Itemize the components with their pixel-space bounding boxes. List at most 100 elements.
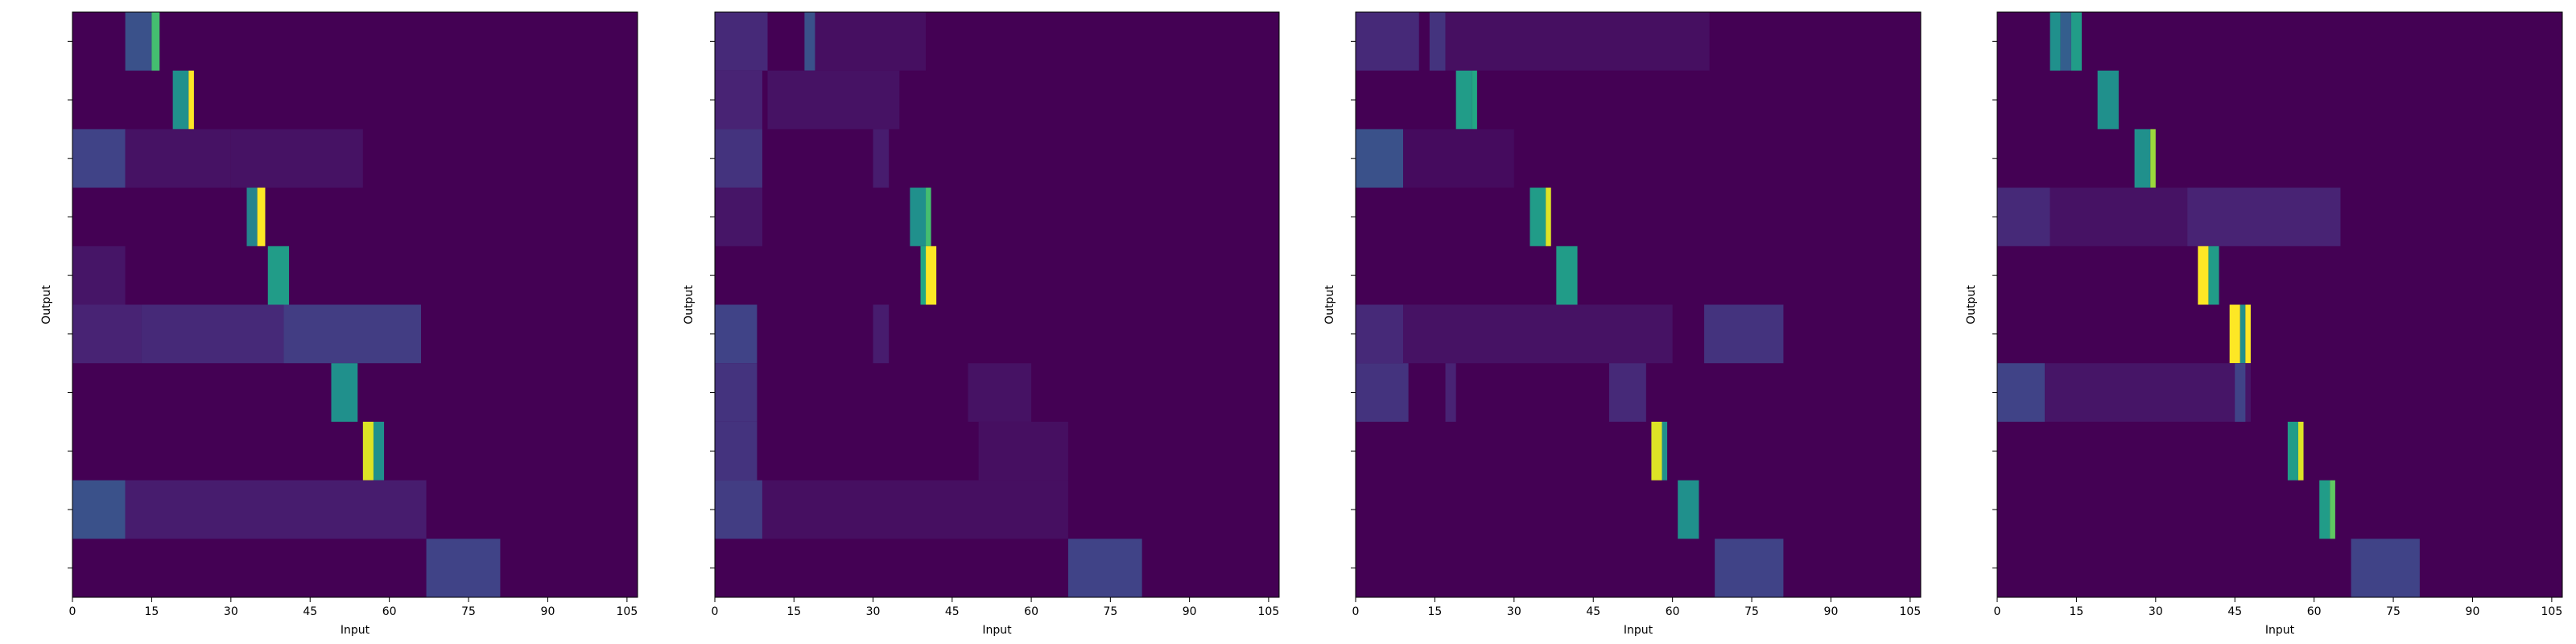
heatmap-cell-r2-s1 [873, 129, 890, 188]
heatmap-cell-r7-s0 [715, 421, 758, 481]
heatmap-cell-r0-s2 [2070, 12, 2082, 71]
heatmap-cell-r0-s0 [2050, 12, 2061, 71]
x-tick-label-15: 15 [1427, 605, 1442, 618]
heatmap-cell-r0-s1 [804, 12, 815, 71]
heatmap-cell-r3-s1 [926, 188, 931, 246]
heatmap-cell-r5-s0 [1356, 304, 1404, 364]
y-axis-label: Output [1965, 285, 1978, 324]
x-tick-label-45: 45 [2227, 605, 2242, 618]
heatmap-cell-r5-s1 [1403, 304, 1673, 364]
x-tick-label-45: 45 [1586, 605, 1600, 618]
heatmap-cell-r7-s1 [373, 421, 385, 481]
heatmap-cell-r6-s2 [1608, 363, 1646, 422]
x-tick-label-75: 75 [1744, 605, 1759, 618]
heatmap-cell-r6-s1 [1445, 363, 1456, 422]
heatmap-cell-r2-s0 [1356, 129, 1404, 188]
heatmap-cell-r5-s2 [1704, 304, 1784, 364]
x-tick-label-60: 60 [2307, 605, 2322, 618]
heatmap-cell-r0-s0 [715, 12, 768, 71]
x-tick-label-30: 30 [224, 605, 238, 618]
heatmap-cell-r7-s0 [2287, 421, 2298, 481]
axes-frame [72, 11, 638, 598]
heatmap-cell-r2-s0 [72, 129, 126, 188]
x-tick-label-90: 90 [2466, 605, 2480, 618]
heatmap-cell-r0-s1 [2060, 12, 2071, 71]
x-tick-label-75: 75 [461, 605, 476, 618]
heatmap-cell-r6-s0 [1997, 363, 2046, 422]
heatmap-cell-r2-s1 [1403, 129, 1514, 188]
heatmap-cell-r0-s0 [125, 12, 152, 71]
heatmap-cell-r1-s1 [188, 70, 194, 130]
heatmap-cell-r5-s1 [141, 304, 284, 364]
heatmap-cell-r8-s0 [2319, 480, 2330, 539]
x-tick-label-105: 105 [2541, 605, 2563, 618]
heatmap-cell-r3-s2 [2187, 188, 2341, 246]
axes-frame [1996, 11, 2563, 598]
heatmap-panel-4: 0 15 30 45 60 75 90 105 Input Output [1965, 11, 2563, 637]
heatmap-cell-r6-s0 [331, 363, 358, 422]
heatmap-cell-r8-s0 [715, 480, 762, 539]
heatmap-cell-r8-s0 [1678, 480, 1699, 539]
heatmap-cell-r6-s1 [968, 363, 1032, 422]
x-tick-label-105: 105 [1900, 605, 1922, 618]
x-axis-label: Input [2265, 624, 2295, 637]
x-tick-label-30: 30 [866, 605, 881, 618]
x-tick-label-30: 30 [1507, 605, 1521, 618]
heatmap-cell-r8-s0 [72, 480, 126, 539]
heatmap-panel-3: 0 15 30 45 60 75 90 105 Input Output [1323, 11, 1922, 637]
heatmap-cell-r0-s1 [151, 12, 160, 71]
heatmap-cell-r4-s0 [920, 246, 927, 305]
heatmap-cell-r1-s0 [2097, 70, 2119, 130]
heatmap-cell-r5-s2 [283, 304, 422, 364]
heatmap-cell-r2-s1 [2150, 129, 2156, 188]
heatmap-cell-r1-s1 [767, 70, 900, 130]
x-axis-label: Input [982, 624, 1012, 637]
heatmap-cell-r8-s1 [125, 480, 427, 539]
heatmap-cell-r9-s0 [1715, 539, 1784, 597]
heatmap-cell-r2-s0 [715, 129, 762, 188]
x-tick-label-60: 60 [1666, 605, 1680, 618]
heatmap-cell-r0-s1 [1429, 12, 1446, 71]
heatmap-cell-r0-s2 [1445, 12, 1710, 71]
heatmap-cell-r9-s0 [1067, 539, 1142, 597]
heatmap-cell-r7-s0 [362, 421, 374, 481]
x-tick-label-45: 45 [303, 605, 317, 618]
y-axis-label: Output [1323, 285, 1336, 324]
heatmap-cell-r6-s0 [715, 363, 758, 422]
heatmap-cell-r9-s0 [426, 539, 501, 597]
heatmap-cell-r6-s0 [1356, 363, 1409, 422]
x-tick-label-15: 15 [2069, 605, 2083, 618]
heatmap-cell-r2-s1 [125, 129, 231, 188]
x-tick-label-105: 105 [617, 605, 638, 618]
heatmap-cell-r5-s0 [72, 304, 142, 364]
x-axis-label: Input [1624, 624, 1653, 637]
x-tick-label-0: 0 [712, 605, 719, 618]
x-tick-label-105: 105 [1258, 605, 1280, 618]
heatmap-cell-r3-s0 [1530, 188, 1546, 246]
heatmap-cell-r4-s0 [1556, 246, 1578, 305]
heatmap-cell-r7-s0 [1651, 421, 1662, 481]
heatmap-cell-r4-s0 [267, 246, 289, 305]
x-tick-label-45: 45 [945, 605, 960, 618]
x-tick-label-75: 75 [2386, 605, 2401, 618]
heatmap-cell-r1-s1 [1472, 70, 1477, 130]
heatmap-cell-r4-s1 [72, 246, 126, 305]
x-tick-label-75: 75 [1103, 605, 1117, 618]
x-tick-label-15: 15 [144, 605, 159, 618]
heatmap-cell-r1-s0 [715, 70, 762, 130]
x-tick-label-90: 90 [1183, 605, 1197, 618]
heatmap-cell-r2-s2 [230, 129, 363, 188]
heatmap-cell-r6-s2 [2235, 363, 2246, 422]
heatmap-panel-2: 0 15 30 45 60 75 90 105 Input Output [683, 11, 1280, 637]
x-tick-label-0: 0 [69, 605, 76, 618]
heatmap-cell-r4-s0 [2198, 246, 2209, 305]
axes-frame [714, 11, 1280, 598]
x-tick-label-90: 90 [1824, 605, 1839, 618]
heatmap-cell-r0-s0 [1356, 12, 1419, 71]
heatmap-cell-r5-s0 [715, 304, 758, 364]
heatmap-cell-r8-s1 [2330, 480, 2335, 539]
heatmap-cell-r3-s1 [2050, 188, 2188, 246]
x-tick-label-60: 60 [1024, 605, 1038, 618]
heatmap-cell-r7-s1 [978, 421, 1068, 481]
